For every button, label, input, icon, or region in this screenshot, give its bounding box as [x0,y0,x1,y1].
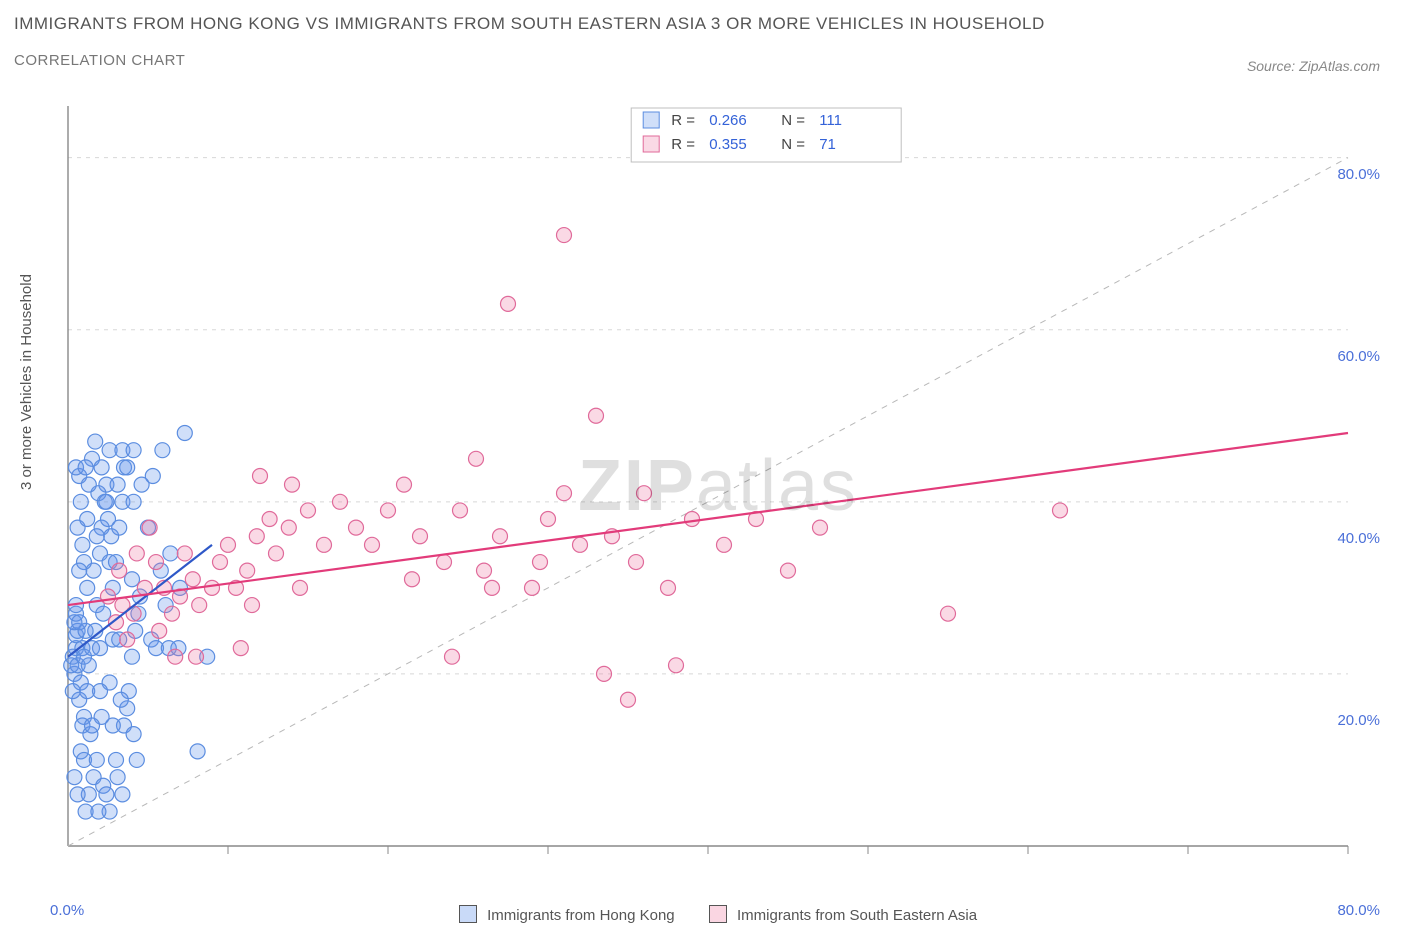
chart-title: IMMIGRANTS FROM HONG KONG VS IMMIGRANTS … [14,14,1045,34]
y-tick-40: 40.0% [1337,530,1380,547]
svg-text:R =: R = [671,112,695,129]
chart-subtitle: CORRELATION CHART [14,52,1045,69]
y-tick-60: 60.0% [1337,348,1380,365]
svg-text:N =: N = [781,136,805,153]
y-axis-label: 3 or more Vehicles in Household [18,274,35,490]
bottom-legend: Immigrants from Hong Kong Immigrants fro… [0,905,1406,924]
y-tick-80: 80.0% [1337,166,1380,183]
title-block: IMMIGRANTS FROM HONG KONG VS IMMIGRANTS … [14,14,1045,69]
plot-area: R =0.266N =111R =0.355N =71 ZIPatlas [58,96,1378,876]
chart-svg: R = 0.266 N = 111 R = 0.355 N = 71 [58,96,1378,876]
y-tick-20: 20.0% [1337,712,1380,729]
svg-text:R =: R = [671,136,695,153]
svg-text:71: 71 [819,136,836,153]
legend-swatch-blue [459,905,477,923]
legend-swatch-pink [709,905,727,923]
svg-text:N =: N = [781,112,805,129]
svg-text:0.266: 0.266 [709,112,747,129]
svg-text:0.355: 0.355 [709,136,747,153]
source-attribution: Source: ZipAtlas.com [1247,58,1380,74]
legend-label-pink: Immigrants from South Eastern Asia [737,907,977,924]
chart-container: IMMIGRANTS FROM HONG KONG VS IMMIGRANTS … [0,0,1406,930]
svg-text:111: 111 [819,112,842,129]
legend-label-blue: Immigrants from Hong Kong [487,907,675,924]
